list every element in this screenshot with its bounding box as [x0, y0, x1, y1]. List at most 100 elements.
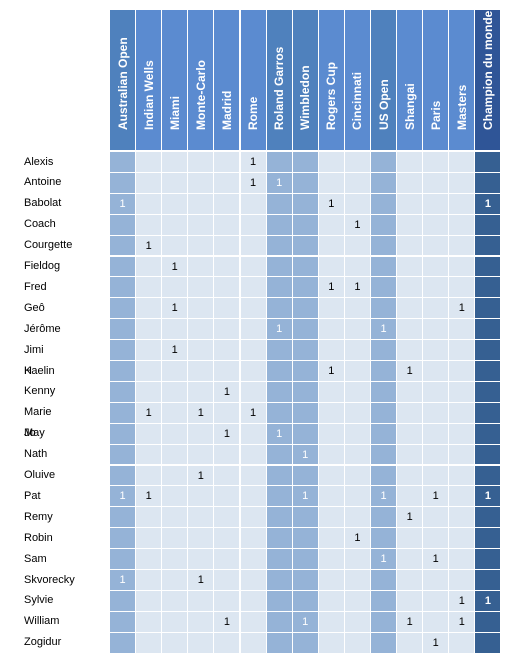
row-label: Jimi H — [24, 343, 44, 377]
table-cell: 1 — [423, 486, 450, 508]
column-header-label: Indian Wells — [141, 60, 156, 130]
table-cell — [240, 277, 267, 299]
table-cell — [292, 340, 319, 361]
table-cell — [292, 193, 319, 215]
table-cell — [318, 423, 345, 445]
column-header: Australian Open — [110, 10, 137, 150]
table-cell — [318, 632, 345, 654]
table-cell — [292, 423, 319, 445]
table-cell — [449, 256, 476, 278]
table-cell — [344, 152, 371, 173]
table-cell — [136, 381, 163, 403]
table-cell — [318, 256, 345, 278]
table-cell — [162, 444, 189, 466]
table-cell — [371, 528, 398, 550]
table-cell — [318, 444, 345, 466]
table-cell — [292, 319, 319, 341]
table-cell — [136, 465, 163, 487]
table-cell — [292, 361, 319, 382]
table-cell — [214, 152, 241, 173]
table-cell — [136, 214, 163, 236]
table-cell — [344, 172, 371, 194]
table-cell — [475, 632, 502, 654]
table-cell: 1 — [318, 277, 345, 299]
table-cell — [266, 256, 293, 278]
table-cell — [266, 340, 293, 361]
table-cell — [475, 152, 502, 173]
table-cell: 1 — [344, 214, 371, 236]
table-cell: 1 — [292, 486, 319, 508]
table-cell — [214, 256, 241, 278]
table-cell — [475, 507, 502, 529]
table-cell — [397, 486, 424, 508]
table-cell — [188, 444, 215, 466]
table-cell — [162, 277, 189, 299]
table-cell — [371, 402, 398, 424]
table-cell — [136, 319, 163, 341]
row-label: Marie Jo — [24, 406, 52, 440]
table-cell — [110, 381, 137, 403]
table-cell — [136, 590, 163, 612]
table-cell — [449, 528, 476, 550]
table-cell — [136, 570, 163, 591]
table-cell: 1 — [318, 193, 345, 215]
table-cell — [240, 340, 267, 361]
table-cell — [266, 298, 293, 320]
table-cell — [214, 214, 241, 236]
table-cell — [344, 549, 371, 570]
table-cell — [423, 172, 450, 194]
table-cell: 1 — [136, 402, 163, 424]
table-cell — [266, 507, 293, 529]
table-cell: 1 — [214, 381, 241, 403]
table-cell: 1 — [188, 402, 215, 424]
table-cell — [292, 549, 319, 570]
table-cell — [188, 214, 215, 236]
table-cell — [136, 632, 163, 654]
row-label: Alexis — [24, 155, 54, 168]
column-header: US Open — [371, 10, 398, 150]
table-cell — [371, 590, 398, 612]
table-cell — [292, 381, 319, 403]
table-cell — [240, 507, 267, 529]
table-cell — [423, 570, 450, 591]
table-cell — [449, 423, 476, 445]
table-cell — [371, 235, 398, 257]
row-label: Nath — [24, 448, 48, 461]
table-cell — [318, 611, 345, 633]
table-cell: 1 — [266, 319, 293, 341]
table-cell — [371, 444, 398, 466]
table-cell — [344, 381, 371, 403]
table-cell — [240, 381, 267, 403]
table-cell — [344, 570, 371, 591]
row-label: Coach — [24, 218, 56, 231]
table-cell — [371, 172, 398, 194]
table-cell — [344, 507, 371, 529]
column-header-label: Wimbledon — [298, 65, 313, 130]
table-cell — [110, 298, 137, 320]
table-cell — [449, 465, 476, 487]
table-cell: 1 — [110, 486, 137, 508]
column-header-label: Monte-Carlo — [193, 60, 208, 130]
table-cell: 1 — [240, 152, 267, 173]
table-cell — [344, 298, 371, 320]
table-cell — [188, 235, 215, 257]
table-cell — [423, 340, 450, 361]
table-cell — [266, 193, 293, 215]
table-cell — [449, 193, 476, 215]
table-cell — [423, 528, 450, 550]
table-cell — [423, 590, 450, 612]
table-cell — [423, 214, 450, 236]
table-cell — [214, 402, 241, 424]
table-cell — [214, 298, 241, 320]
column-header-label: US Open — [376, 79, 391, 130]
column-header-label: Rogers Cup — [324, 61, 339, 130]
table-cell — [136, 423, 163, 445]
table-cell — [214, 507, 241, 529]
table-cell: 1 — [397, 611, 424, 633]
row-label: Zogidur — [24, 636, 62, 649]
table-cell — [371, 611, 398, 633]
table-cell — [188, 152, 215, 173]
table-cell — [292, 214, 319, 236]
table-cell — [136, 611, 163, 633]
table-cell — [240, 611, 267, 633]
